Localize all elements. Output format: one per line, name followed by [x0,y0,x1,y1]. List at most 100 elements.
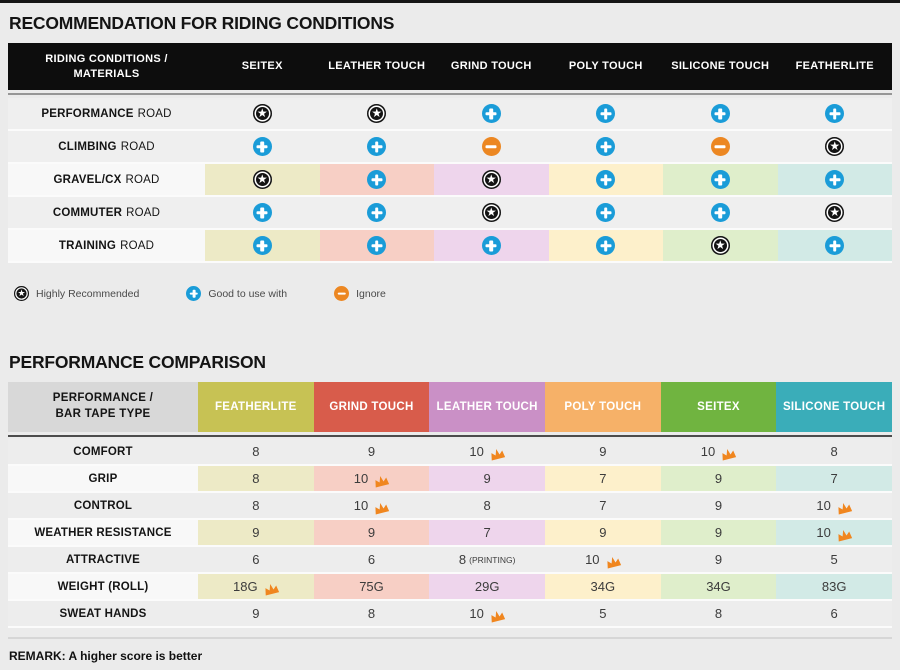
riding-header-divider [8,93,892,95]
performance-cell: 83G [776,574,892,599]
performance-header-divider [8,435,892,437]
plus-icon [710,170,730,189]
legend-ignore: Ignore [334,286,386,301]
plus-icon [596,104,616,123]
performance-header-silicone-touch: SILICONE TOUCH [776,382,892,432]
crown-icon [719,446,737,462]
riding-header-grind-touch: GRIND TOUCH [450,60,532,73]
score-value: 10 [469,606,484,621]
crown-icon [835,500,853,516]
riding-cell: ★ [434,164,549,195]
performance-cell: 6 [198,547,314,572]
score-value: 7 [599,471,607,486]
plus-icon [825,236,845,255]
performance-comparison-title: PERFORMANCE COMPARISON [9,352,266,372]
riding-cell [205,197,320,228]
crown-icon [603,554,621,570]
score-value: 8 [458,552,467,567]
score-value: 8 [252,444,260,459]
riding-cell [434,230,549,261]
score-value: 34G [590,579,616,594]
icon-legend: ★ Highly Recommended Good to use with Ig… [14,286,892,301]
plus-icon [252,137,272,156]
riding-row: GRAVEL/CX ROAD ★ ★ [8,164,892,197]
score-note: (PRINTING) [469,554,516,565]
score-value: 8 [252,471,260,486]
performance-cell: 8 [198,493,314,518]
performance-cell: 9 [429,466,545,491]
score-value: 7 [599,498,607,513]
riding-row-label: TRAINING ROAD [8,230,205,261]
performance-cell: 5 [776,547,892,572]
riding-cell [777,230,892,261]
performance-cell: 10 [313,466,430,491]
performance-cell: 9 [660,547,777,572]
score-value: 9 [714,525,723,540]
legend-highly-recommended: ★ Highly Recommended [14,286,139,301]
plus-icon [252,203,272,222]
riding-cell: ★ [319,98,434,129]
riding-header-seitex: SEITEX [241,60,283,73]
performance-row: GRIP 8 10 9 7 9 7 [8,466,892,493]
score-value: 9 [367,525,376,540]
star-icon: ★ [252,104,272,123]
plus-icon [825,170,845,189]
star-icon: ★ [481,170,501,189]
crown-icon [372,473,390,489]
minus-icon [481,137,501,156]
legend-good-to-use: Good to use with [186,286,287,301]
score-value: 29G [474,579,500,594]
performance-cell: 8 [429,493,545,518]
score-value: 7 [483,525,491,540]
performance-header-seitex: SEITEX [660,382,777,432]
star-icon: ★ [710,236,730,255]
score-value: 10 [469,444,484,459]
score-value: 10 [700,444,716,459]
riding-cell [434,131,549,162]
riding-cell [663,197,778,228]
riding-cell [548,98,663,129]
score-value: 6 [252,552,260,567]
riding-cell [548,164,663,195]
score-value: 10 [585,552,600,567]
score-value: 10 [353,498,369,513]
riding-cell [548,197,663,228]
crown-icon [835,527,853,543]
riding-row: PERFORMANCE ROAD ★ ★ [8,98,892,131]
score-value: 9 [367,444,376,459]
riding-row: COMMUTER ROAD ★ ★ [8,197,892,230]
star-icon: ★ [825,203,845,222]
riding-cell [319,164,434,195]
performance-cell: 8 [313,601,430,626]
performance-row-label: COMFORT [8,439,198,464]
star-icon: ★ [481,203,501,222]
performance-cell: 10 [660,439,777,464]
score-value: 8 [714,606,723,621]
riding-cell: ★ [777,131,892,162]
plus-icon [367,137,387,156]
riding-cell [663,164,778,195]
performance-cell: 34G [660,574,777,599]
score-value: 75G [359,579,384,594]
performance-header-corner: PERFORMANCE / BAR TAPE TYPE [8,382,198,432]
performance-row: ATTRACTIVE 6 6 8 (PRINTING) 10 9 5 [8,547,892,574]
star-icon: ★ [14,286,29,301]
performance-header-leather-touch: LEATHER TOUCH [429,382,545,432]
plus-icon [710,203,730,222]
riding-cell [548,230,663,261]
riding-cell: ★ [663,230,778,261]
performance-cell: 75G [313,574,430,599]
score-value: 7 [830,471,838,486]
performance-comparison-table: PERFORMANCE / BAR TAPE TYPE FEATHERLITE G… [8,382,892,628]
performance-cell: 7 [776,466,892,491]
riding-header-silicone-touch: SILICONE TOUCH [671,60,770,73]
performance-cell: 10 [776,520,892,545]
riding-cell: ★ [434,197,549,228]
riding-cell [434,98,549,129]
performance-cell: 7 [544,493,661,518]
performance-cell: 9 [198,520,314,545]
performance-cell: 29G [429,574,545,599]
performance-table-body: COMFORT 8 9 10 9 10 8 GRIP 8 10 9 7 9 7 CONTROL 8 10 8 7 9 1… [8,439,892,628]
score-value: 18G [233,579,258,594]
performance-cell: 9 [313,439,430,464]
